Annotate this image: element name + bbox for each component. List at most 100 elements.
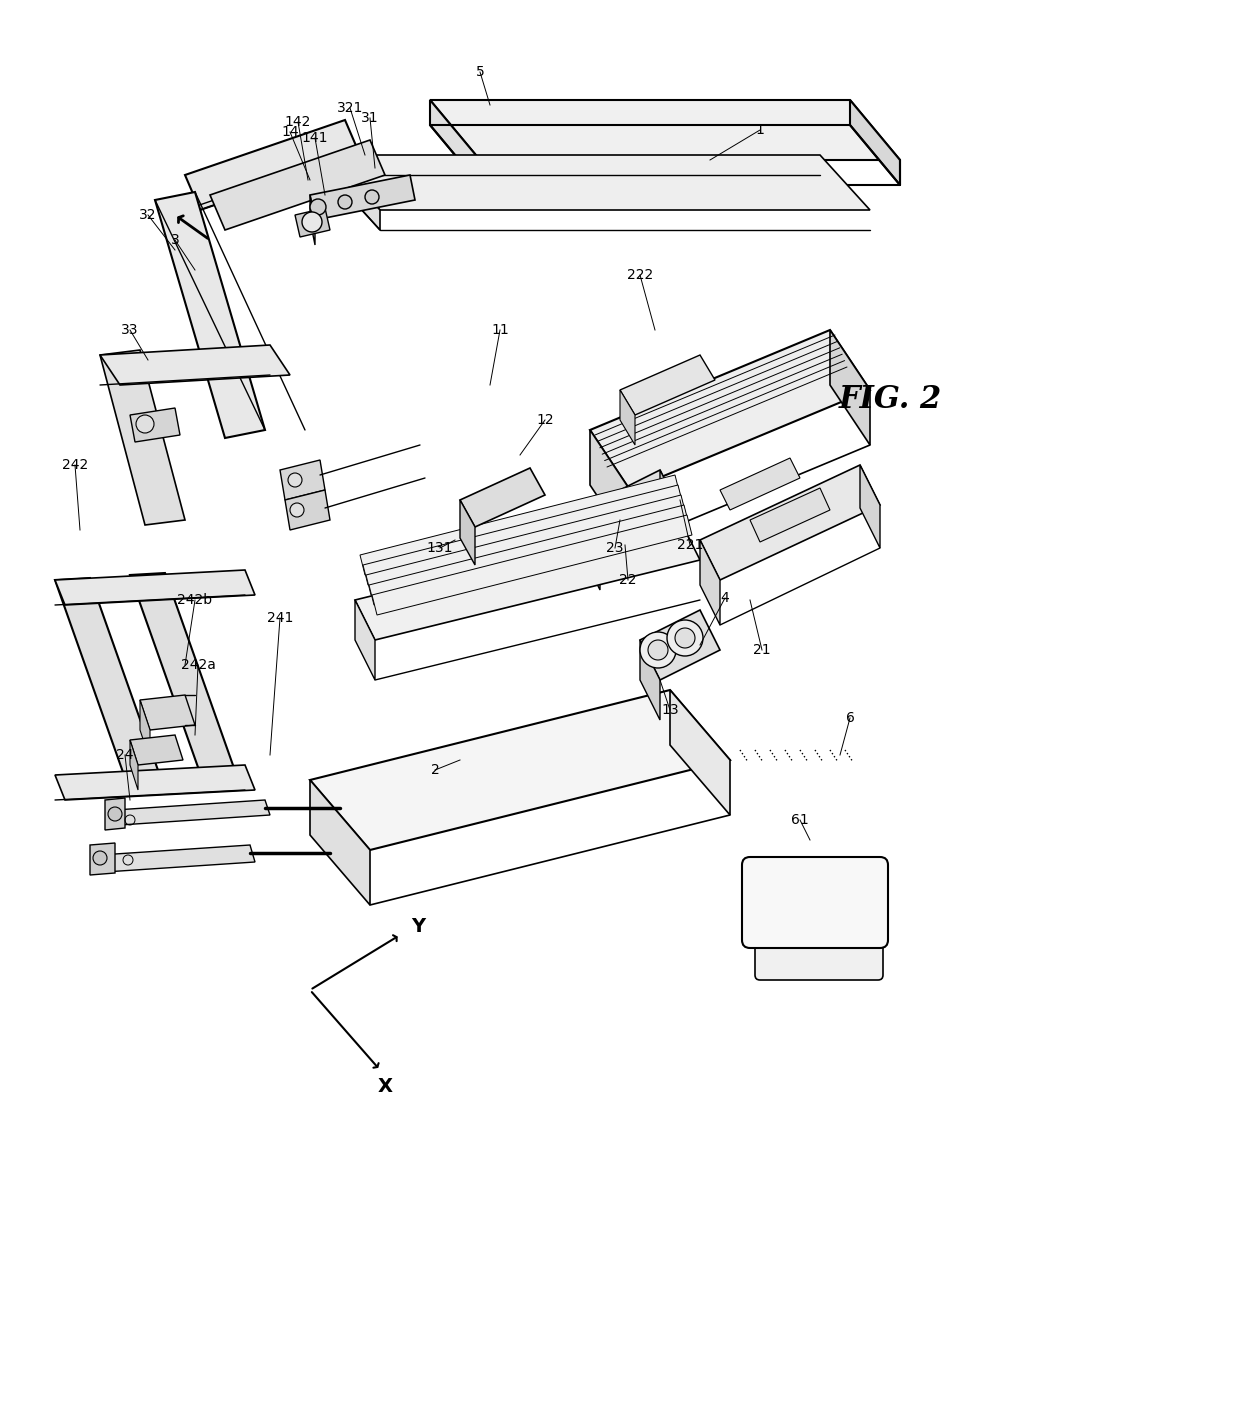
Polygon shape <box>285 490 330 531</box>
Polygon shape <box>580 470 680 551</box>
Polygon shape <box>91 843 115 876</box>
Polygon shape <box>590 430 630 545</box>
Text: X: X <box>377 1077 393 1097</box>
Text: 21: 21 <box>753 643 771 657</box>
Polygon shape <box>580 509 600 590</box>
Text: 13: 13 <box>661 702 678 717</box>
Polygon shape <box>295 209 330 237</box>
Text: Y: Y <box>410 917 425 935</box>
Polygon shape <box>640 640 660 719</box>
Polygon shape <box>210 140 384 230</box>
Circle shape <box>640 631 676 668</box>
Polygon shape <box>640 610 720 680</box>
Text: 241: 241 <box>267 612 293 624</box>
Circle shape <box>288 473 303 487</box>
Circle shape <box>93 851 107 866</box>
Polygon shape <box>55 570 255 604</box>
Text: 321: 321 <box>337 101 363 115</box>
Text: 4: 4 <box>720 590 729 604</box>
Circle shape <box>339 194 352 209</box>
Polygon shape <box>701 465 880 580</box>
Text: 221: 221 <box>677 538 703 552</box>
Text: 1: 1 <box>755 123 764 138</box>
Polygon shape <box>330 155 379 230</box>
Text: 24: 24 <box>117 748 134 762</box>
Polygon shape <box>140 695 195 729</box>
Circle shape <box>310 199 326 216</box>
Circle shape <box>675 629 694 648</box>
Polygon shape <box>660 470 680 548</box>
Polygon shape <box>55 765 255 800</box>
Polygon shape <box>155 192 265 438</box>
Text: 23: 23 <box>606 541 624 555</box>
Text: 2: 2 <box>430 763 439 778</box>
Text: 131: 131 <box>427 541 454 555</box>
Polygon shape <box>355 600 374 680</box>
Polygon shape <box>360 475 680 575</box>
Polygon shape <box>590 331 870 490</box>
Polygon shape <box>100 844 255 873</box>
Polygon shape <box>430 99 900 160</box>
Polygon shape <box>849 99 900 184</box>
Polygon shape <box>280 460 325 499</box>
FancyBboxPatch shape <box>755 939 883 981</box>
Polygon shape <box>460 468 546 526</box>
Polygon shape <box>620 355 715 414</box>
Circle shape <box>365 190 379 204</box>
Polygon shape <box>363 485 683 585</box>
Polygon shape <box>140 700 150 761</box>
Polygon shape <box>310 194 315 245</box>
Polygon shape <box>620 390 635 446</box>
Text: 61: 61 <box>791 813 808 827</box>
Polygon shape <box>720 458 800 509</box>
Text: 11: 11 <box>491 324 508 336</box>
Polygon shape <box>130 735 184 765</box>
Polygon shape <box>366 495 686 595</box>
Polygon shape <box>670 690 730 815</box>
Text: 31: 31 <box>361 111 378 125</box>
Text: 242b: 242b <box>177 593 212 607</box>
Polygon shape <box>595 499 645 535</box>
Text: 32: 32 <box>139 209 156 221</box>
Polygon shape <box>130 739 138 790</box>
Circle shape <box>108 807 122 822</box>
Text: FIG. 2: FIG. 2 <box>838 385 941 416</box>
Polygon shape <box>100 350 185 525</box>
Text: 142: 142 <box>285 115 311 129</box>
Text: 3: 3 <box>171 233 180 247</box>
Polygon shape <box>55 578 165 792</box>
Circle shape <box>290 502 304 517</box>
Polygon shape <box>861 465 880 548</box>
Circle shape <box>303 211 322 231</box>
Polygon shape <box>310 690 730 850</box>
Polygon shape <box>310 780 370 905</box>
Text: 6: 6 <box>846 711 854 725</box>
Polygon shape <box>100 345 290 385</box>
Text: 14: 14 <box>281 125 299 139</box>
Polygon shape <box>370 505 689 604</box>
Text: 22: 22 <box>619 573 637 587</box>
Polygon shape <box>430 99 480 184</box>
Polygon shape <box>830 331 870 446</box>
Text: 242a: 242a <box>181 658 216 673</box>
Polygon shape <box>460 499 475 565</box>
Polygon shape <box>355 519 701 640</box>
Polygon shape <box>105 797 125 830</box>
Polygon shape <box>130 573 241 788</box>
Polygon shape <box>701 541 720 624</box>
FancyBboxPatch shape <box>742 857 888 948</box>
Text: 242: 242 <box>62 458 88 473</box>
Text: 141: 141 <box>301 131 329 145</box>
Text: 12: 12 <box>536 413 554 427</box>
Text: 5: 5 <box>476 65 485 79</box>
Text: 222: 222 <box>627 268 653 282</box>
Polygon shape <box>372 515 692 614</box>
Polygon shape <box>310 175 415 220</box>
Polygon shape <box>185 121 360 210</box>
Text: 33: 33 <box>122 324 139 336</box>
Polygon shape <box>115 800 270 824</box>
Circle shape <box>649 640 668 660</box>
Circle shape <box>136 414 154 433</box>
Polygon shape <box>130 409 180 441</box>
Polygon shape <box>330 155 870 210</box>
